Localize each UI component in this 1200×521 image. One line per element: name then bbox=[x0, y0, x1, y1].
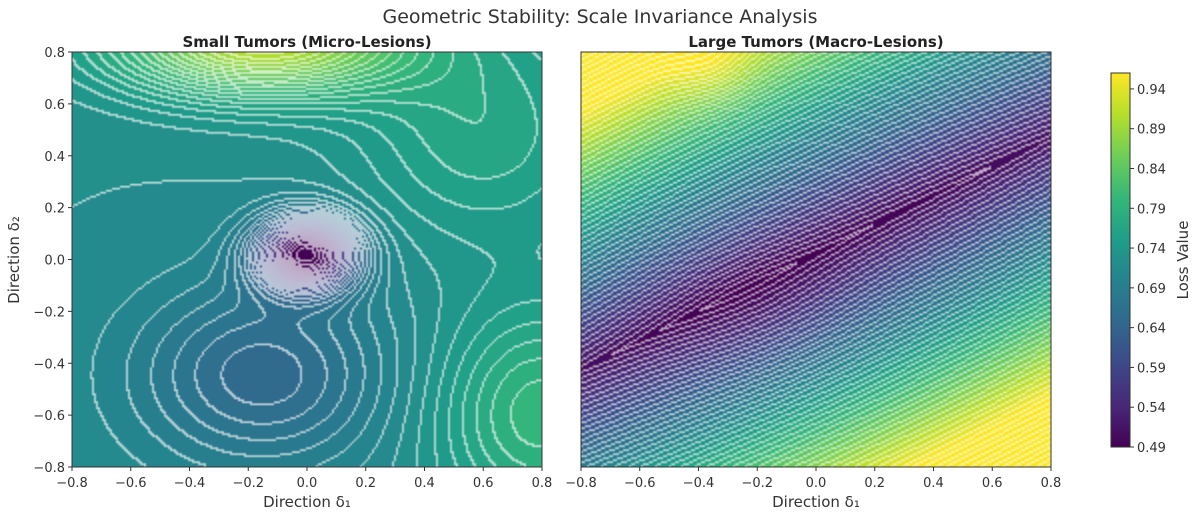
colorbar-tick-label: 0.64 bbox=[1137, 322, 1166, 337]
y-tick-label: 0.8 bbox=[44, 46, 65, 61]
x-tick-label: −0.6 bbox=[624, 476, 656, 491]
y-ticks-small: −0.8 −0.6 −0.4 −0.2 0.0 0.2 0.4 0.6 0.8 bbox=[33, 46, 72, 476]
panel-title-small: Small Tumors (Micro-Lesions) bbox=[182, 33, 431, 51]
y-tick-label: −0.2 bbox=[33, 305, 65, 320]
x-ticks-large: −0.8 −0.6 −0.4 −0.2 0.0 0.2 0.4 0.6 0.8 bbox=[565, 467, 1061, 491]
colorbar-tick-label: 0.74 bbox=[1137, 242, 1166, 257]
colorbar-tick-label: 0.54 bbox=[1137, 401, 1166, 416]
colorbar: 0.49 0.54 0.59 0.64 0.69 0.74 0.79 0.84 0.89 0.94… bbox=[1110, 72, 1192, 456]
y-tick-label: 0.4 bbox=[44, 150, 65, 165]
colorbar-ticks: 0.49 0.54 0.59 0.64 0.69 0.74 0.79 0.84 0.89 0.94 bbox=[1130, 83, 1166, 456]
y-tick-label: 0.2 bbox=[44, 202, 65, 217]
y-tick-label: −0.8 bbox=[33, 461, 65, 476]
x-tick-label: 0.8 bbox=[532, 476, 553, 491]
x-tick-label: 0.0 bbox=[806, 476, 827, 491]
x-tick-label: 0.4 bbox=[414, 476, 435, 491]
figure-title: Geometric Stability: Scale Invariance An… bbox=[383, 6, 818, 28]
colorbar-frame bbox=[1110, 72, 1131, 448]
x-tick-label: −0.4 bbox=[683, 476, 715, 491]
x-tick-label: 0.8 bbox=[1041, 476, 1062, 491]
x-tick-label: −0.4 bbox=[174, 476, 206, 491]
x-tick-label: −0.8 bbox=[565, 476, 597, 491]
colorbar-tick-label: 0.89 bbox=[1137, 123, 1166, 138]
y-tick-label: 0.6 bbox=[44, 98, 65, 113]
y-tick-label: −0.6 bbox=[33, 409, 65, 424]
x-tick-label: 0.6 bbox=[473, 476, 494, 491]
contour-surface-small bbox=[72, 52, 542, 467]
colorbar-label: Loss Value bbox=[1174, 221, 1192, 300]
panel-small-tumors: Small Tumors (Micro-Lesions) −0.8 −0.6 −0.… bbox=[5, 33, 552, 511]
x-ticks-small: −0.8 −0.6 −0.4 −0.2 0.0 0.2 0.4 0.6 0.8 bbox=[56, 467, 552, 491]
colorbar-tick-label: 0.94 bbox=[1137, 83, 1166, 98]
colorbar-tick-label: 0.84 bbox=[1137, 162, 1166, 177]
colorbar-fill bbox=[1111, 73, 1130, 447]
x-tick-label: 0.2 bbox=[355, 476, 376, 491]
y-axis-label: Direction δ₂ bbox=[5, 216, 23, 304]
colorbar-tick-label: 0.59 bbox=[1137, 361, 1166, 376]
x-axis-label-large: Direction δ₁ bbox=[772, 493, 860, 511]
colorbar-tick-label: 0.79 bbox=[1137, 202, 1166, 217]
x-tick-label: 0.4 bbox=[923, 476, 944, 491]
y-tick-label: 0.0 bbox=[44, 254, 65, 269]
x-tick-label: 0.0 bbox=[297, 476, 318, 491]
colorbar-tick-label: 0.49 bbox=[1137, 441, 1166, 456]
x-tick-label: 0.2 bbox=[864, 476, 885, 491]
colorbar-tick-label: 0.69 bbox=[1137, 282, 1166, 297]
x-tick-label: −0.2 bbox=[232, 476, 264, 491]
panel-large-tumors: Large Tumors (Macro-Lesions) −0.8 −0.6 −0.… bbox=[565, 33, 1061, 511]
contour-surface-large bbox=[581, 52, 1051, 467]
x-tick-label: −0.8 bbox=[56, 476, 88, 491]
y-tick-label: −0.4 bbox=[33, 357, 65, 372]
x-tick-label: −0.2 bbox=[741, 476, 773, 491]
panel-title-large: Large Tumors (Macro-Lesions) bbox=[688, 33, 943, 51]
x-axis-label-small: Direction δ₁ bbox=[263, 493, 351, 511]
x-tick-label: −0.6 bbox=[115, 476, 147, 491]
x-tick-label: 0.6 bbox=[982, 476, 1003, 491]
